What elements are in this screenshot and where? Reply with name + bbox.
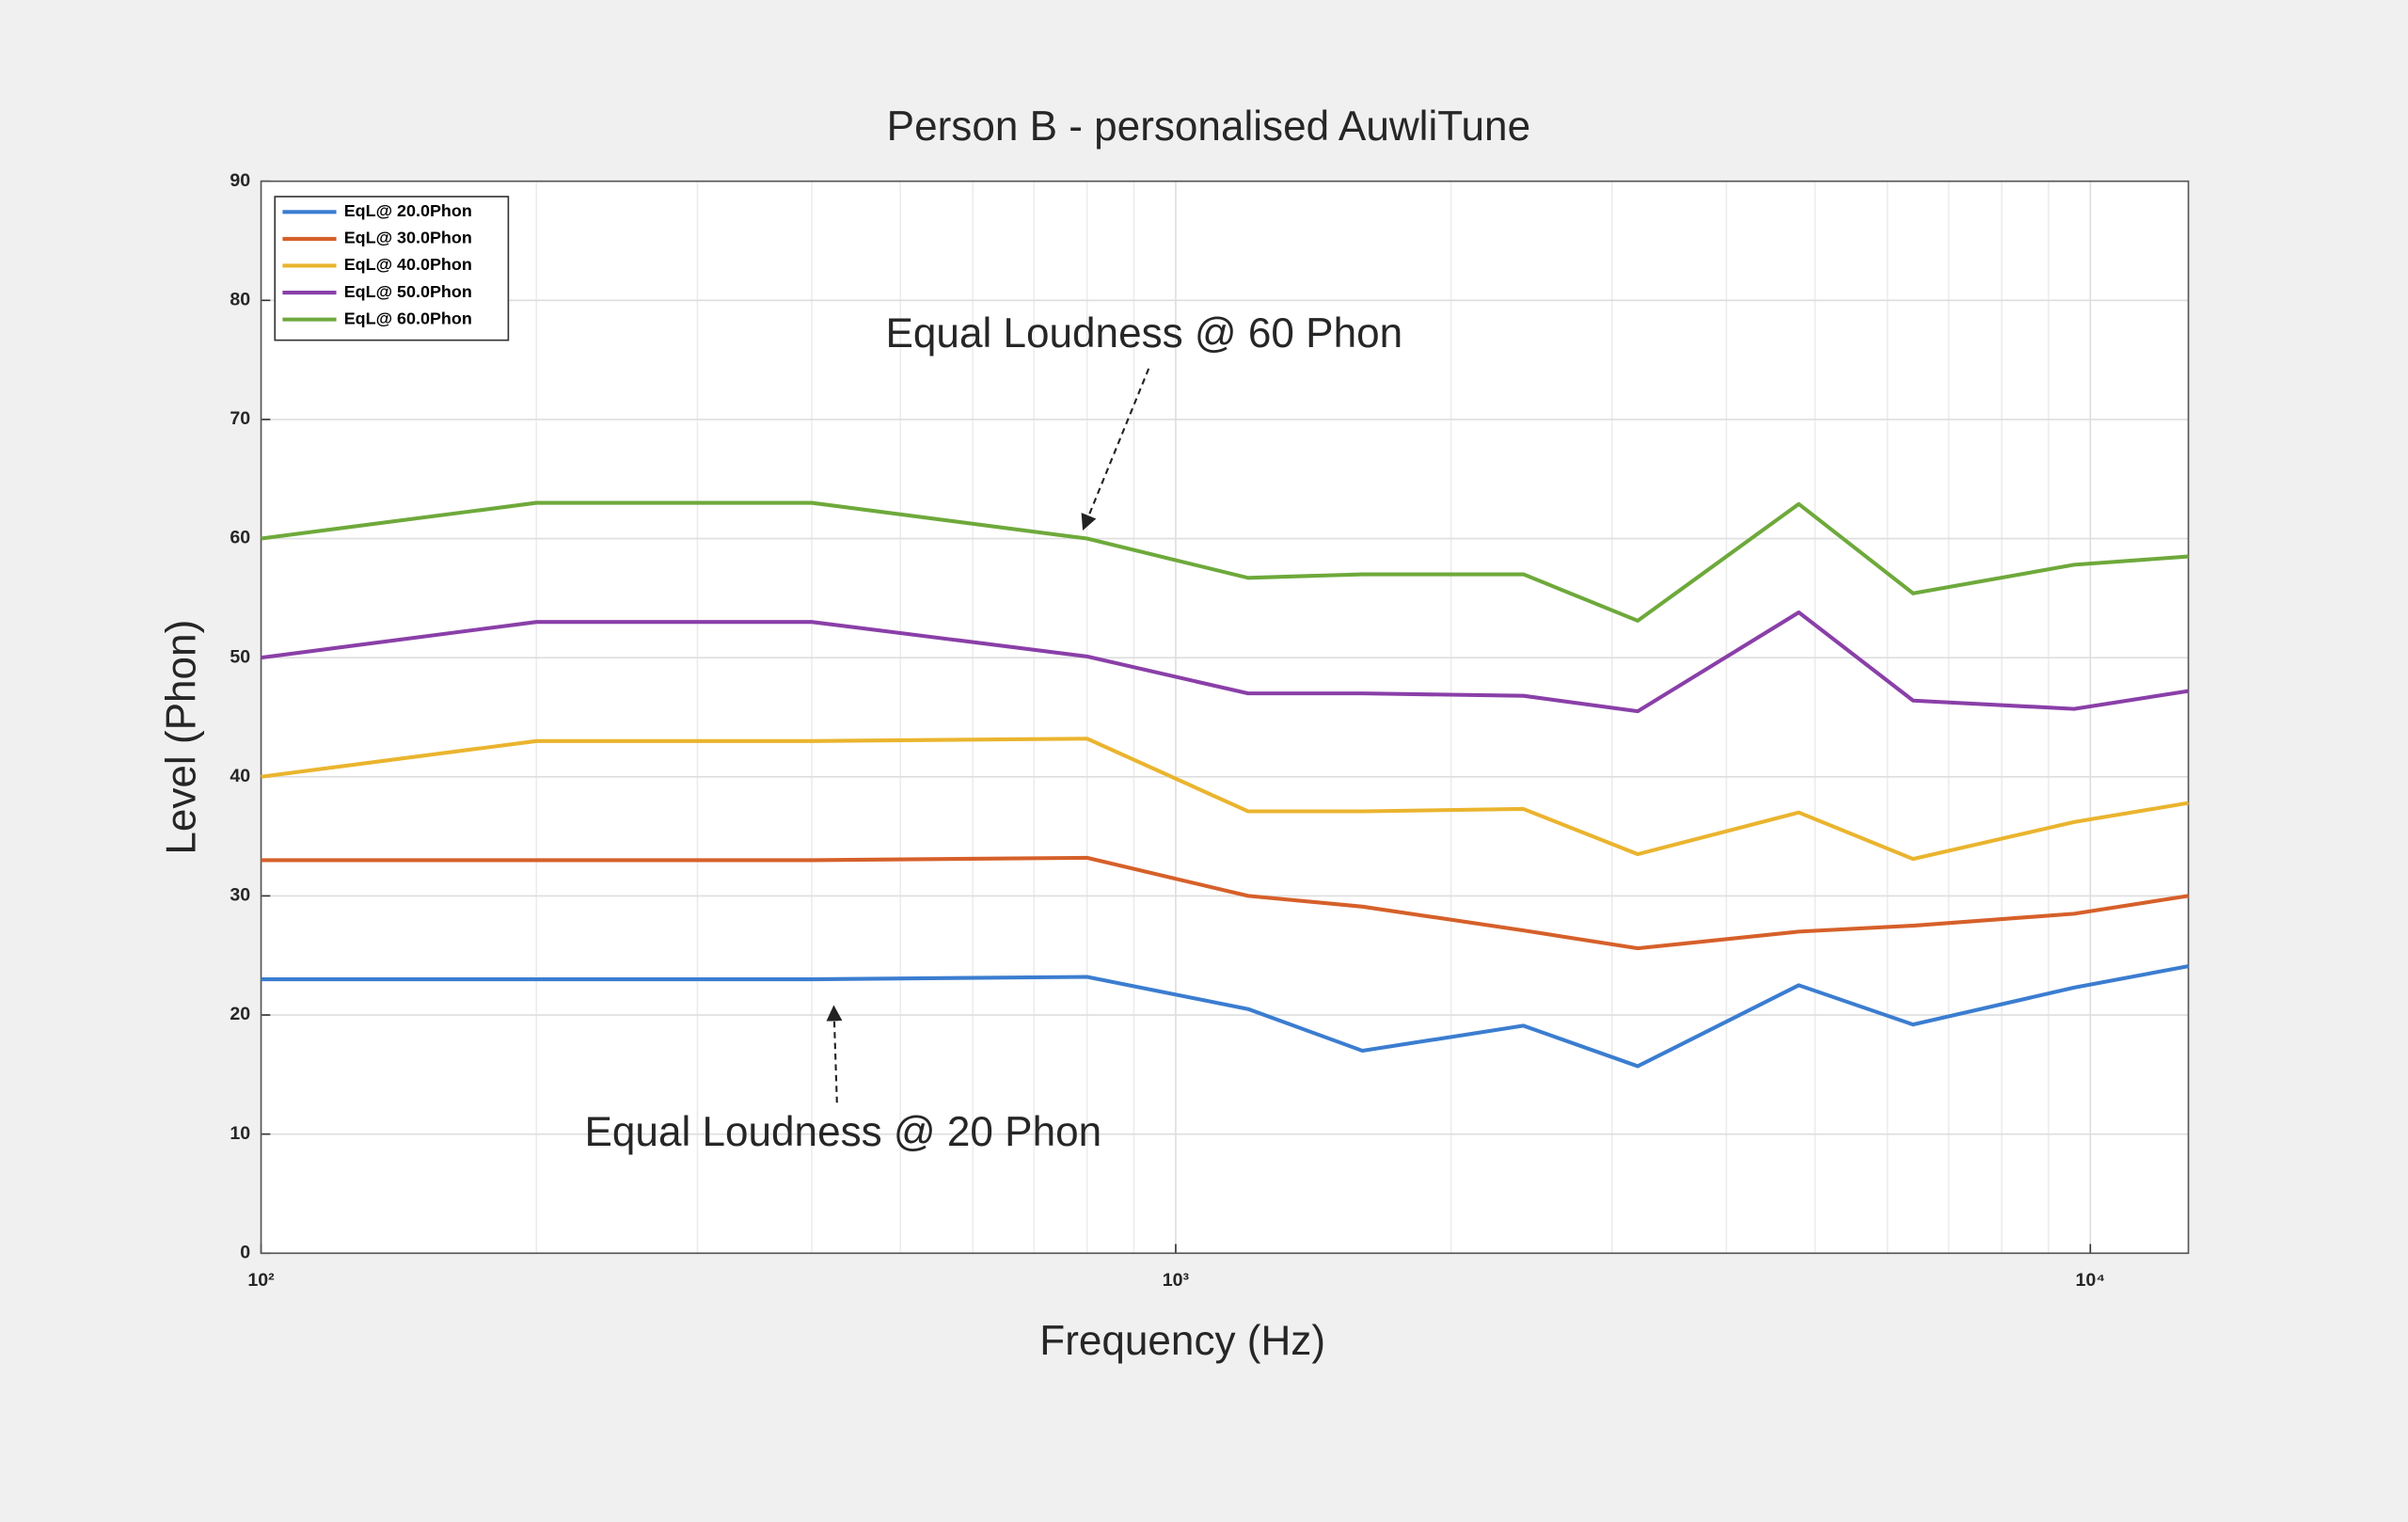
- y-tick-label: 30: [230, 885, 250, 906]
- legend-box: [274, 196, 510, 341]
- series-line: [261, 610, 2189, 714]
- y-tick-label: 20: [230, 1004, 250, 1024]
- y-tick-label: 70: [230, 408, 250, 429]
- legend-label: EqL@ 60.0Phon: [344, 309, 472, 327]
- annotation-arrow: [1081, 368, 1150, 531]
- y-tick-label: 60: [230, 528, 250, 548]
- annotation: Equal Loudness @ 60 Phon: [886, 310, 1403, 357]
- x-tick-label: 10³: [1163, 1270, 1190, 1291]
- series-line: [261, 737, 2189, 862]
- y-tick-label: 50: [230, 646, 250, 667]
- y-tick-label: 90: [230, 170, 250, 191]
- legend-label: EqL@ 30.0Phon: [344, 229, 472, 247]
- y-axis-title: Level (Phon): [159, 620, 205, 855]
- y-tick-label: 80: [230, 289, 250, 309]
- chart-title: Person B - personalised AuwliTune: [887, 103, 1530, 150]
- series-line: [261, 500, 2189, 623]
- y-tick-label: 0: [240, 1242, 250, 1262]
- annotation: Equal Loudness @ 20 Phon: [585, 1109, 1102, 1155]
- legend-label: EqL@ 50.0Phon: [344, 282, 472, 301]
- y-tick-label: 40: [230, 766, 250, 786]
- y-tick-label: 10: [230, 1123, 250, 1144]
- legend-label: EqL@ 40.0Phon: [344, 255, 472, 274]
- series-line: [261, 855, 2189, 951]
- plot-area: [261, 181, 2189, 1254]
- annotation-arrow: [826, 1005, 843, 1103]
- x-axis-title: Frequency (Hz): [1039, 1318, 1325, 1364]
- x-tick-label: 10⁴: [2076, 1270, 2105, 1291]
- plot-frame: [260, 180, 2190, 1255]
- legend: EqL@ 20.0Phon EqL@ 30.0Phon EqL@ 40.0Phon E…: [274, 196, 510, 341]
- legend-label: EqL@ 20.0Phon: [344, 201, 472, 220]
- series-line: [261, 964, 2189, 1069]
- x-tick-label: 10²: [247, 1270, 275, 1291]
